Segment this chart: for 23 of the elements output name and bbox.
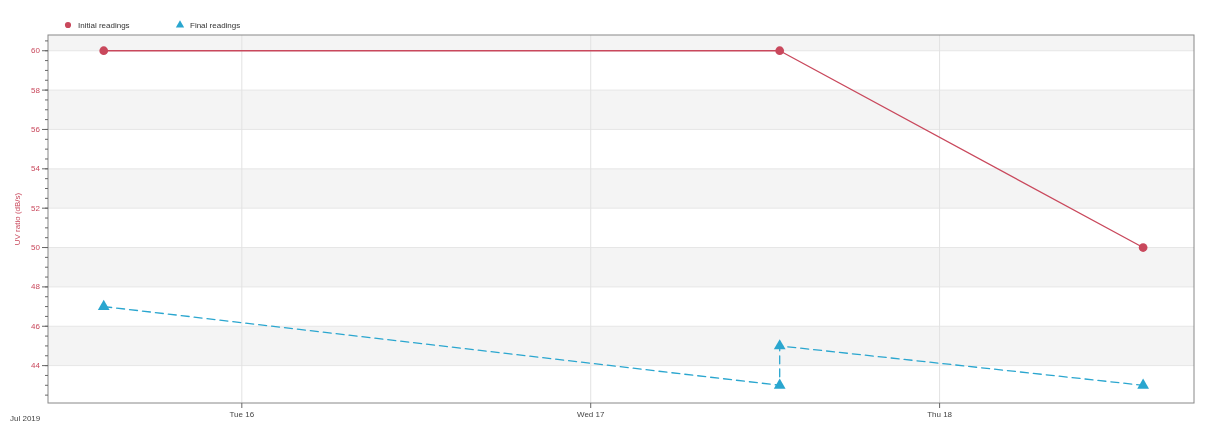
point (773, 378, 786, 389)
x-tick-label: Tue 16 (229, 410, 255, 419)
legend-label: Initial readings (78, 20, 130, 30)
y-axis-title: UV ratio (dB/s) (13, 192, 22, 246)
point (1137, 378, 1150, 389)
y-tick-label: 58 (31, 85, 41, 95)
text: Jul 2019 (10, 414, 41, 423)
y-tick-label: 44 (31, 361, 41, 371)
y-tick-label: 50 (31, 243, 41, 253)
point (97, 299, 110, 310)
point (773, 339, 786, 350)
y-tick-label: 54 (31, 164, 41, 174)
legend-label: Final readings (190, 20, 241, 30)
y-tick-label: 56 (31, 125, 41, 135)
point (775, 46, 785, 56)
y-tick-label: 48 (31, 282, 41, 292)
x-tick-label: Wed 17 (577, 410, 605, 419)
y-tick-label: 52 (31, 203, 41, 213)
point (1138, 243, 1148, 252)
y-tick-label: 46 (31, 321, 41, 331)
x-tick-label: Thu 18 (927, 410, 953, 419)
point (99, 46, 109, 56)
y-tick-label: 60 (31, 46, 41, 56)
